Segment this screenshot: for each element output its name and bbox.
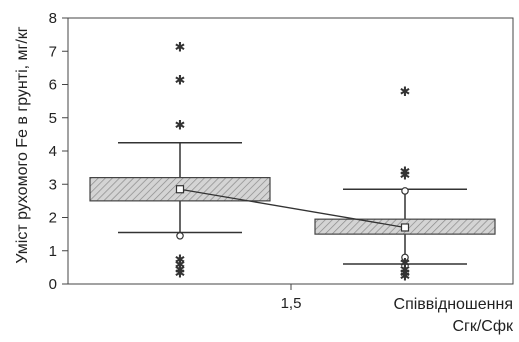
x-tick-label: 1,5 xyxy=(281,295,302,312)
outlier-star: ✱ xyxy=(400,168,411,183)
open-point xyxy=(401,253,409,262)
outlier-star: ✱ xyxy=(175,74,186,89)
outlier-star: ✱ xyxy=(175,266,186,281)
y-tick-label: 6 xyxy=(49,77,57,94)
y-tick-label: 2 xyxy=(49,210,57,227)
x-axis-title-line1: Співвідношення xyxy=(393,296,513,313)
outlier-star: ✱ xyxy=(400,165,411,180)
x-axis: 1,5 xyxy=(281,284,302,312)
boxes: ✱✱✱✱✱✱✱✱✱✱✱✱✱✱ xyxy=(89,40,496,285)
x-axis-title-line2: Сгк/Сфк xyxy=(452,318,513,335)
outlier-star: ✱ xyxy=(175,263,186,278)
y-tick-label: 4 xyxy=(49,143,57,160)
y-tick-label: 1 xyxy=(49,243,57,260)
outlier-star: ✱ xyxy=(175,118,186,133)
outlier-star: ✱ xyxy=(400,85,411,100)
y-axis: 0 1 2 3 4 5 6 7 8 xyxy=(49,10,68,293)
y-tick-label: 5 xyxy=(49,110,57,127)
plot-frame xyxy=(67,17,514,285)
outlier-star: ✱ xyxy=(175,258,186,273)
open-point xyxy=(401,187,409,195)
y-axis-title: Уміст рухомого Fe в грунті, мг/кг xyxy=(14,26,31,264)
outlier-star: ✱ xyxy=(400,263,411,278)
mean-line xyxy=(179,188,406,229)
y-tick-label: 0 xyxy=(49,276,57,293)
y-tick-label: 7 xyxy=(49,43,57,60)
mean-marker xyxy=(175,185,185,194)
outlier-star: ✱ xyxy=(175,40,186,55)
outlier-star: ✱ xyxy=(175,253,186,268)
outlier-star: ✱ xyxy=(400,270,411,285)
outlier-star: ✱ xyxy=(400,266,411,281)
y-tick-label: 3 xyxy=(49,176,57,193)
y-tick-label: 8 xyxy=(49,10,57,27)
open-point xyxy=(176,231,184,240)
mean-marker xyxy=(400,223,410,232)
outlier-star: ✱ xyxy=(400,256,411,271)
